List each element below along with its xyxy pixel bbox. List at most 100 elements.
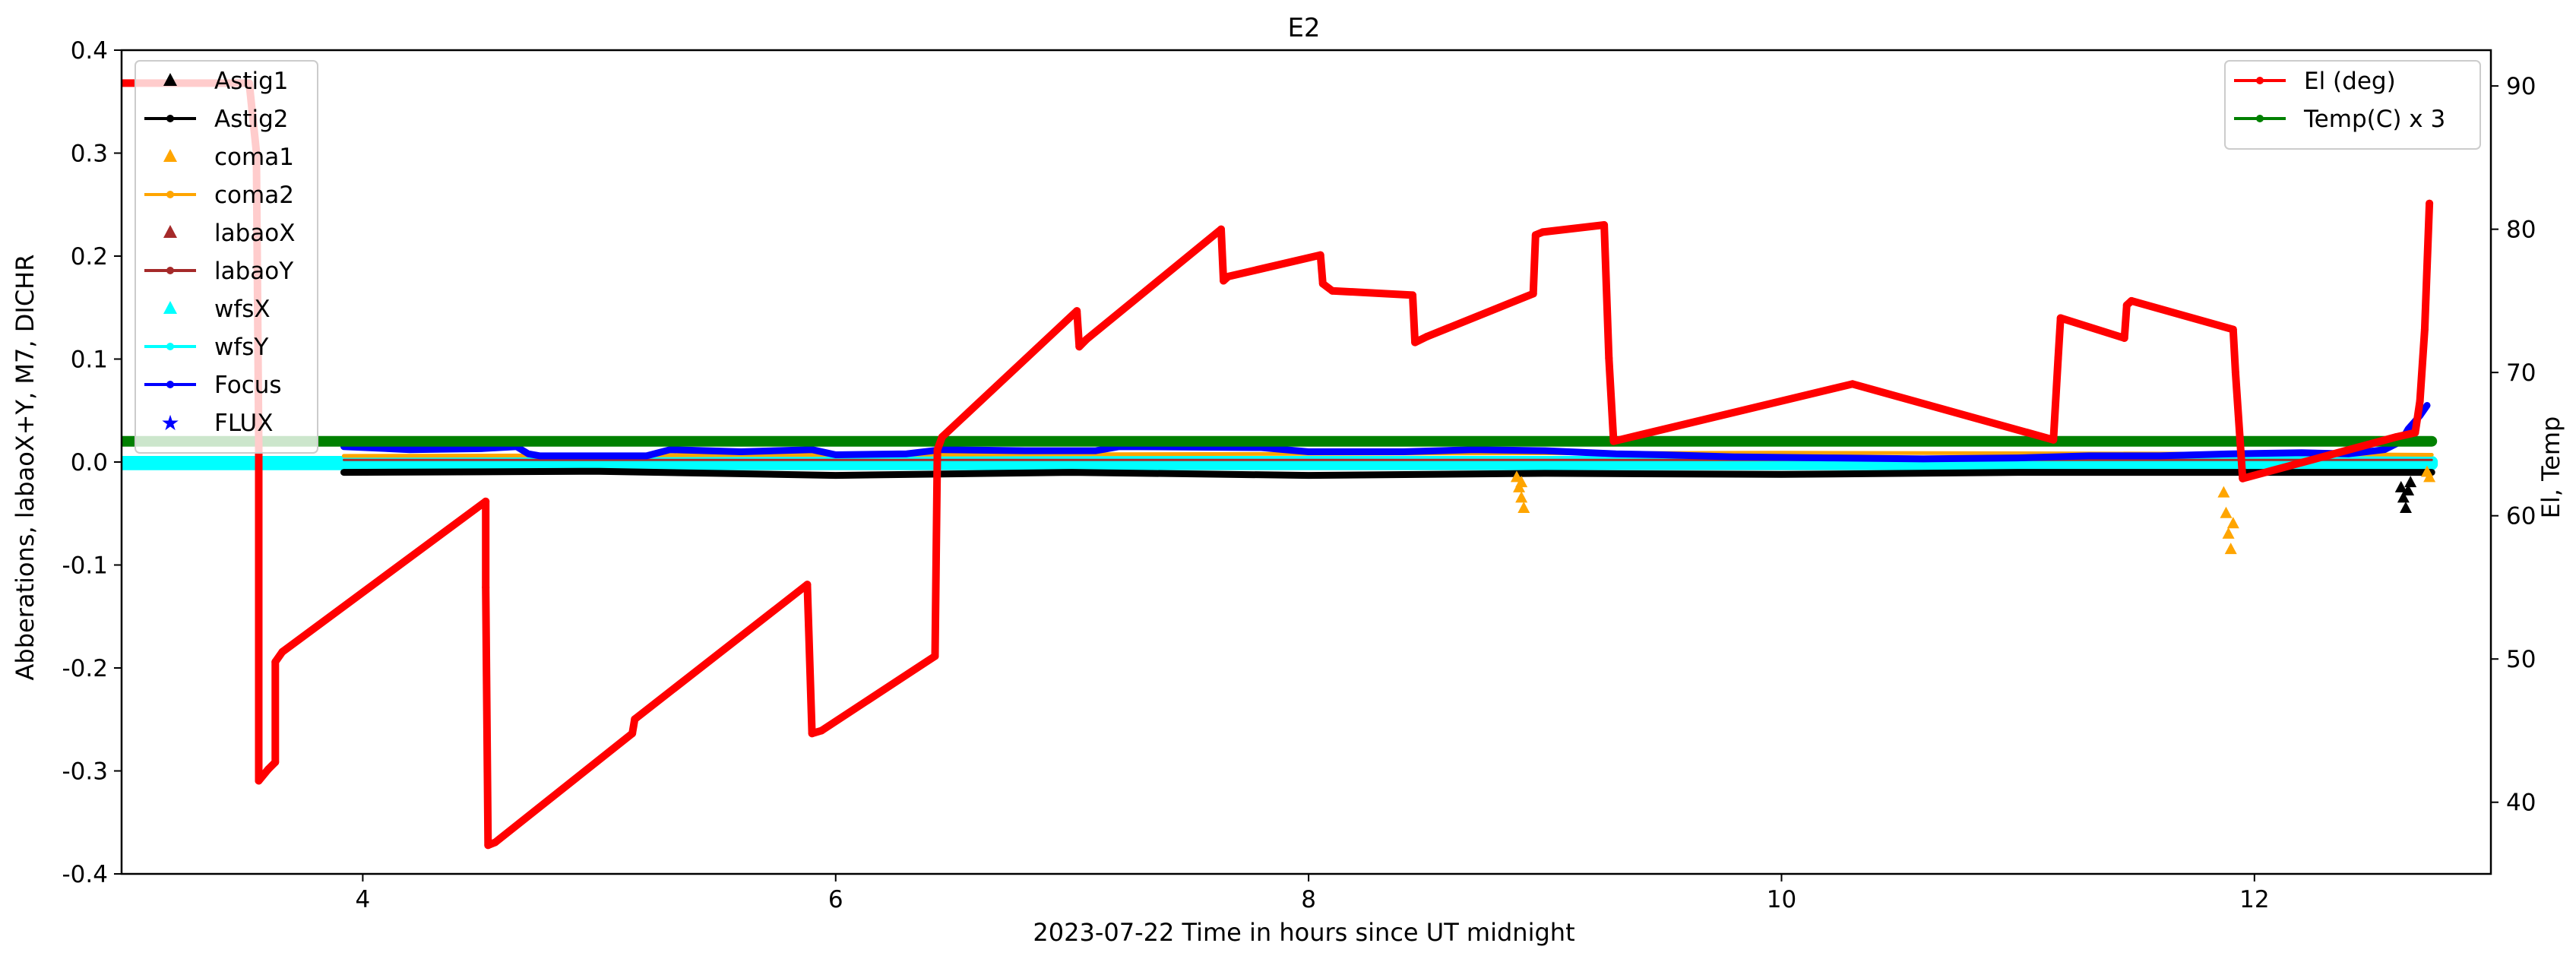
- y2-tick-label: 60: [2506, 503, 2536, 530]
- legend-box: [134, 60, 318, 454]
- el-point: [2416, 397, 2424, 405]
- el-point: [1217, 225, 1225, 233]
- scatter-point-coma1: [2226, 517, 2239, 529]
- series-layer: [122, 79, 2438, 850]
- legend-swatch-star: ★: [160, 410, 179, 435]
- scatter-point-coma1: [1515, 491, 1528, 503]
- legend-swatch-triangle: [163, 73, 177, 86]
- legend-swatch-dot: [2256, 115, 2264, 122]
- legend-box: [2224, 60, 2481, 150]
- series-line-astig2: [340, 467, 2435, 480]
- el-point: [491, 838, 499, 847]
- legend-label: wfsY: [214, 334, 268, 361]
- legend-swatch-dot: [166, 267, 174, 274]
- el-point: [2120, 334, 2128, 342]
- legend-label: Focus: [214, 372, 282, 399]
- y2-tick-label: 90: [2506, 73, 2536, 100]
- el-point: [2426, 199, 2434, 207]
- legend-swatch-dot: [166, 343, 174, 350]
- el-point: [803, 581, 812, 589]
- x-axis-label: 2023-07-22 Time in hours since UT midnig…: [1033, 918, 1574, 947]
- scatter-point-coma1: [1517, 501, 1530, 513]
- legend-label: El (deg): [2304, 68, 2396, 95]
- el-point: [2231, 369, 2239, 377]
- el-point: [1409, 291, 1417, 299]
- legend-label: labaoX: [214, 220, 296, 247]
- el-point: [264, 765, 272, 774]
- el-point: [1328, 286, 1337, 295]
- el-point: [818, 726, 826, 735]
- el-point: [938, 433, 946, 442]
- scatter-point-astig1: [2399, 501, 2412, 513]
- el-point: [2411, 429, 2419, 437]
- el-point: [2049, 435, 2058, 444]
- el-point: [1316, 251, 1324, 259]
- legend-left: Astig1 Astig2 coma1 coma2 labaoX labaoY wfsX wf…: [134, 60, 318, 454]
- series-group: [122, 79, 2438, 850]
- el-point: [1529, 290, 1537, 298]
- el-point: [1411, 338, 1419, 347]
- y-tick-label: -0.3: [62, 758, 109, 786]
- el-point: [278, 647, 286, 656]
- y-tick-label: 0.3: [71, 141, 108, 168]
- el-point: [808, 730, 816, 738]
- el-point: [2229, 325, 2237, 334]
- el-point: [1531, 231, 1540, 239]
- chart-title: E2: [1287, 13, 1320, 43]
- legend-swatch-dot: [2256, 77, 2264, 84]
- scatter-point-astig1: [2404, 476, 2417, 488]
- y2-tick-label: 80: [2506, 217, 2536, 244]
- x-tick-label: 4: [356, 886, 371, 913]
- el-point: [1224, 272, 1233, 280]
- y-tick-label: 0.0: [71, 449, 108, 476]
- legend-label: wfsX: [214, 296, 271, 323]
- y2-tick-label: 50: [2506, 646, 2536, 673]
- el-point: [933, 445, 941, 454]
- x-tick-label: 10: [1767, 886, 1796, 913]
- legend-swatch-triangle: [163, 301, 177, 314]
- el-point: [1073, 307, 1081, 315]
- legend-swatch-dot: [166, 191, 174, 198]
- el-point: [271, 758, 280, 766]
- y2-tick-label: 70: [2506, 359, 2536, 387]
- y-axis-label: Abberations, labaoX+Y, M7, DICHR: [11, 255, 40, 681]
- scatter-point-coma1: [2220, 506, 2233, 518]
- el-point: [2054, 354, 2062, 362]
- legend-label: coma2: [214, 182, 294, 209]
- scatter-point-coma1: [2217, 486, 2230, 498]
- legend-label: Temp(C) x 3: [2303, 106, 2445, 133]
- el-point: [2239, 474, 2247, 483]
- series-line-focus: [340, 402, 2431, 463]
- el-point: [2392, 433, 2400, 442]
- legend-label: FLUX: [214, 410, 274, 437]
- el-point: [2056, 314, 2065, 322]
- scatter-point-astig1: [2394, 480, 2407, 492]
- legend-swatch-triangle: [163, 149, 177, 162]
- legend-label: coma1: [214, 144, 294, 171]
- y-tick-label: -0.2: [62, 655, 109, 682]
- legend-swatch-dot: [166, 381, 174, 388]
- el-point: [631, 715, 639, 723]
- scatter-point-coma1: [1515, 476, 1528, 488]
- legend-swatch-triangle: [163, 225, 177, 238]
- y2-tick-label: 40: [2506, 790, 2536, 817]
- el-point: [1075, 343, 1084, 351]
- el-point: [1600, 220, 1609, 229]
- y-tick-label: 0.4: [71, 37, 108, 65]
- x-tick-label: 12: [2239, 886, 2269, 913]
- y-tick-label: 0.2: [71, 243, 108, 271]
- el-point: [482, 497, 490, 505]
- ticks-layer: 4 6 8 10 12 -0.4 -0.3 -0.2 -0.1 0.0 0.1 0.2 0.3 0.4 40…: [62, 37, 2536, 913]
- scatter-point-coma1: [2423, 470, 2436, 483]
- x-tick-label: 8: [1301, 886, 1316, 913]
- y-tick-label: -0.4: [62, 861, 109, 888]
- el-point: [2128, 296, 2136, 305]
- legend-swatch-dot: [166, 115, 174, 122]
- el-point: [1539, 228, 1547, 236]
- y-tick-label: -0.1: [62, 552, 109, 580]
- y2-axis-label: El, Temp: [2536, 416, 2565, 519]
- legend-label: Astig2: [214, 106, 289, 133]
- el-point: [1318, 280, 1327, 288]
